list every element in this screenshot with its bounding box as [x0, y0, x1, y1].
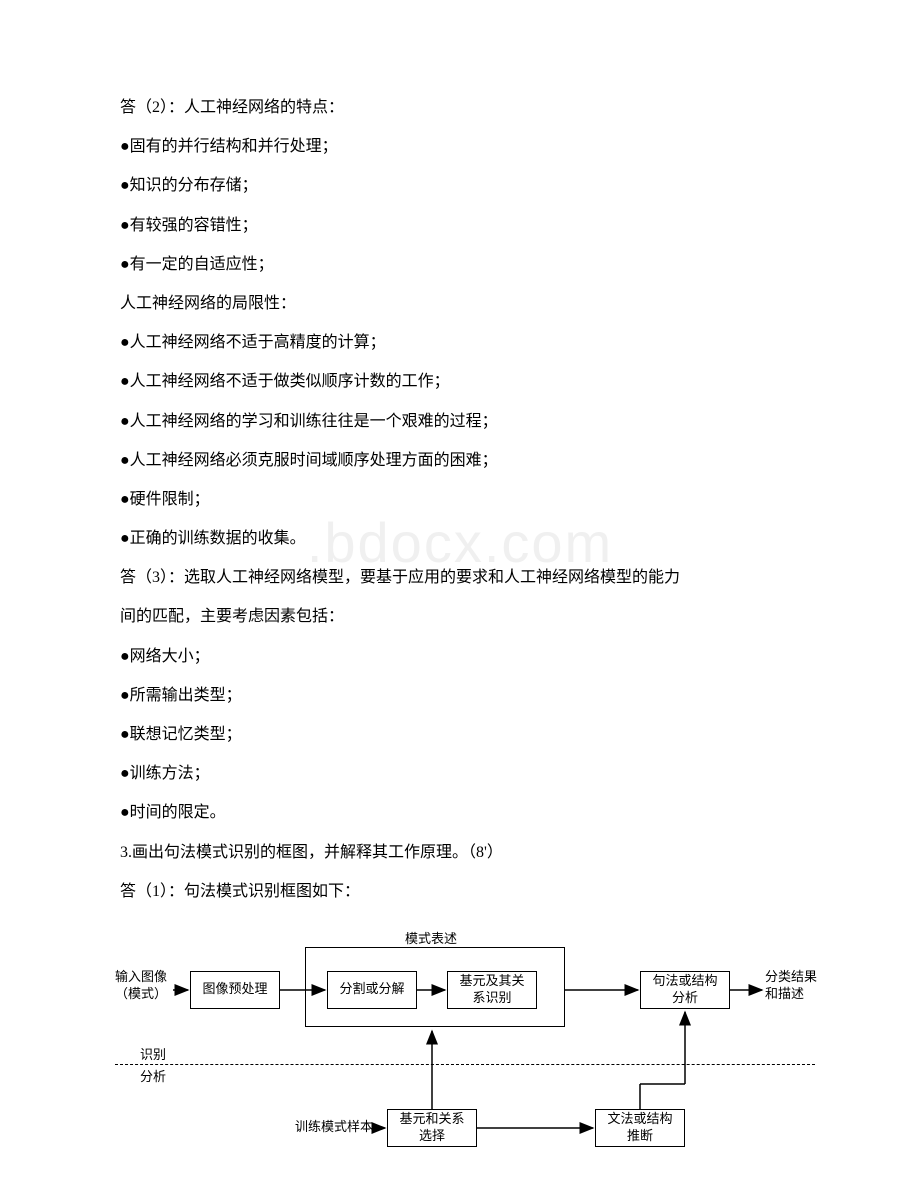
bullet-feature-3: ●有较强的容错性；	[120, 208, 800, 243]
bullet-feature-4: ●有一定的自适应性；	[120, 247, 800, 282]
bullet-feature-2: ●知识的分布存储；	[120, 168, 800, 203]
bullet-factor-4: ●训练方法；	[120, 756, 800, 791]
bullet-factor-5: ●时间的限定。	[120, 795, 800, 830]
question-3: 3.画出句法模式识别的框图，并解释其工作原理。（8'）	[120, 835, 800, 870]
flowchart-diagram: 输入图像 （模式） 分类结果 和描述 模式表述 图像预处理 分割或分解 基元及其…	[105, 929, 825, 1169]
answer-3-line-b: 间的匹配，主要考虑因素包括：	[120, 599, 800, 634]
bullet-feature-1: ●固有的并行结构和并行处理；	[120, 129, 800, 164]
bullet-limit-3: ●人工神经网络的学习和训练往往是一个艰难的过程；	[120, 404, 800, 439]
bullet-factor-2: ●所需输出类型；	[120, 678, 800, 713]
answer-2-heading: 答（2）：人工神经网络的特点：	[120, 90, 800, 125]
bullet-limit-4: ●人工神经网络必须克服时间域顺序处理方面的困难；	[120, 443, 800, 478]
arrow-layer	[105, 929, 825, 1169]
answer-1-heading: 答（1）：句法模式识别框图如下：	[120, 874, 800, 909]
bullet-limit-6: ●正确的训练数据的收集。	[120, 521, 800, 556]
limitations-heading: 人工神经网络的局限性：	[120, 286, 800, 321]
bullet-limit-5: ●硬件限制；	[120, 482, 800, 517]
bullet-limit-2: ●人工神经网络不适于做类似顺序计数的工作；	[120, 364, 800, 399]
bullet-limit-1: ●人工神经网络不适于高精度的计算；	[120, 325, 800, 360]
answer-3-line-a: 答（3）：选取人工神经网络模型，要基于应用的要求和人工神经网络模型的能力	[120, 560, 800, 595]
document-content: 答（2）：人工神经网络的特点： ●固有的并行结构和并行处理； ●知识的分布存储；…	[120, 90, 800, 1169]
bullet-factor-3: ●联想记忆类型；	[120, 717, 800, 752]
bullet-factor-1: ●网络大小；	[120, 639, 800, 674]
